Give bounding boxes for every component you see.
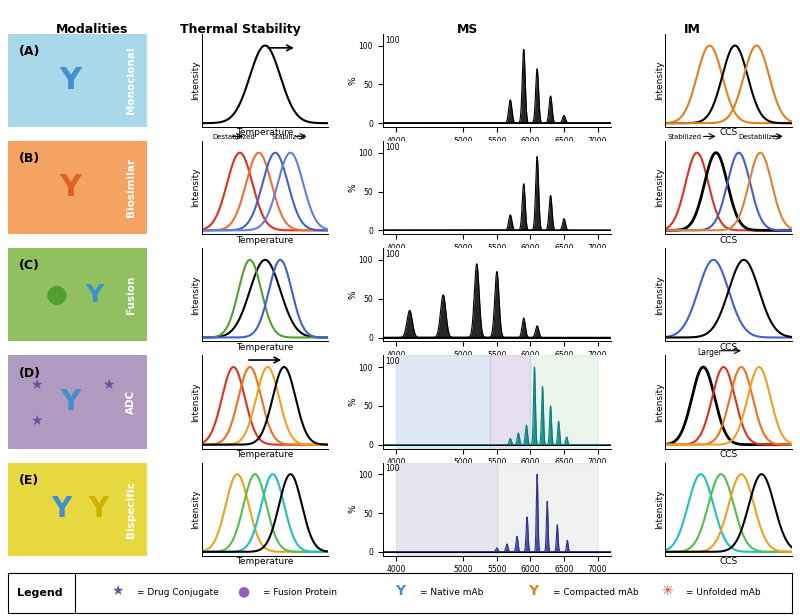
Y-axis label: Intensity: Intensity: [655, 489, 664, 529]
Text: Y: Y: [528, 584, 538, 598]
Y-axis label: %: %: [348, 76, 358, 85]
Text: Y: Y: [61, 388, 81, 416]
Y-axis label: Intensity: Intensity: [191, 382, 200, 422]
Text: (C): (C): [19, 259, 40, 272]
Y-axis label: Intensity: Intensity: [191, 60, 200, 100]
Bar: [497, 463, 598, 556]
X-axis label: CCS: CCS: [719, 450, 738, 459]
Text: ★: ★: [102, 378, 114, 392]
Text: Destabilized: Destabilized: [738, 134, 782, 140]
Bar: [530, 355, 598, 448]
Bar: [396, 463, 497, 556]
X-axis label: Temperature: Temperature: [237, 342, 294, 352]
X-axis label: m/z: m/z: [489, 147, 505, 156]
Text: 100: 100: [385, 143, 399, 152]
Text: = Fusion Protein: = Fusion Protein: [262, 588, 337, 598]
Text: Y: Y: [395, 584, 405, 598]
Text: = Unfolded mAb: = Unfolded mAb: [686, 588, 761, 598]
Bar: [396, 355, 490, 448]
Text: Monoclonal: Monoclonal: [126, 47, 136, 114]
X-axis label: Temperature: Temperature: [237, 557, 294, 566]
Text: IM: IM: [683, 23, 701, 36]
Y-axis label: %: %: [348, 184, 358, 192]
Y-axis label: Intensity: Intensity: [655, 382, 664, 422]
Text: = Native mAb: = Native mAb: [420, 588, 483, 598]
X-axis label: Temperature: Temperature: [237, 235, 294, 245]
Y-axis label: Intensity: Intensity: [655, 60, 664, 100]
Y-axis label: %: %: [348, 505, 358, 514]
X-axis label: m/z: m/z: [489, 469, 505, 477]
Text: Thermal Stability: Thermal Stability: [180, 23, 300, 36]
Text: Fusion: Fusion: [126, 275, 136, 314]
Text: Stabilized: Stabilized: [271, 134, 306, 140]
Text: (D): (D): [19, 367, 41, 379]
Text: = Drug Conjugate: = Drug Conjugate: [138, 588, 219, 598]
Text: Larger: Larger: [697, 348, 722, 357]
X-axis label: m/z: m/z: [489, 576, 505, 585]
X-axis label: m/z: m/z: [489, 362, 505, 370]
Y-axis label: Intensity: Intensity: [191, 275, 200, 315]
Text: 100: 100: [385, 464, 399, 474]
X-axis label: CCS: CCS: [719, 235, 738, 245]
Text: ADC: ADC: [126, 390, 136, 414]
Text: MS: MS: [458, 23, 478, 36]
Y-axis label: %: %: [348, 291, 358, 299]
Y-axis label: Intensity: Intensity: [655, 275, 664, 315]
Text: Y: Y: [60, 173, 82, 202]
Text: ★: ★: [30, 413, 42, 428]
Text: Y: Y: [86, 283, 103, 307]
Bar: [490, 355, 530, 448]
Text: 100: 100: [385, 250, 399, 259]
Text: ●: ●: [46, 283, 68, 307]
Text: (E): (E): [19, 474, 39, 487]
Text: Y: Y: [51, 495, 71, 523]
Text: Destabilized: Destabilized: [212, 134, 254, 140]
Y-axis label: Intensity: Intensity: [655, 168, 664, 208]
X-axis label: m/z: m/z: [489, 254, 505, 264]
Text: ✳: ✳: [661, 584, 672, 598]
Text: (B): (B): [19, 152, 41, 165]
Text: Y: Y: [89, 495, 109, 523]
Y-axis label: Intensity: Intensity: [191, 168, 200, 208]
Text: Biosimilar: Biosimilar: [126, 158, 136, 217]
Text: 100: 100: [385, 36, 399, 45]
Y-axis label: Intensity: Intensity: [191, 489, 200, 529]
Text: ★: ★: [111, 584, 124, 598]
Text: Legend: Legend: [17, 588, 62, 598]
Text: 100: 100: [385, 357, 399, 367]
Text: Y: Y: [60, 66, 82, 95]
X-axis label: Temperature: Temperature: [237, 129, 294, 137]
Text: (A): (A): [19, 45, 41, 58]
Text: ●: ●: [237, 584, 250, 598]
Y-axis label: %: %: [348, 398, 358, 407]
X-axis label: CCS: CCS: [719, 557, 738, 566]
X-axis label: CCS: CCS: [719, 129, 738, 137]
X-axis label: Temperature: Temperature: [237, 450, 294, 459]
Text: = Compacted mAb: = Compacted mAb: [553, 588, 638, 598]
Text: Modalities: Modalities: [56, 23, 128, 36]
Text: ★: ★: [30, 378, 42, 392]
Text: Bispecific: Bispecific: [126, 480, 136, 538]
Text: Stabilized: Stabilized: [668, 134, 702, 140]
X-axis label: CCS: CCS: [719, 342, 738, 352]
